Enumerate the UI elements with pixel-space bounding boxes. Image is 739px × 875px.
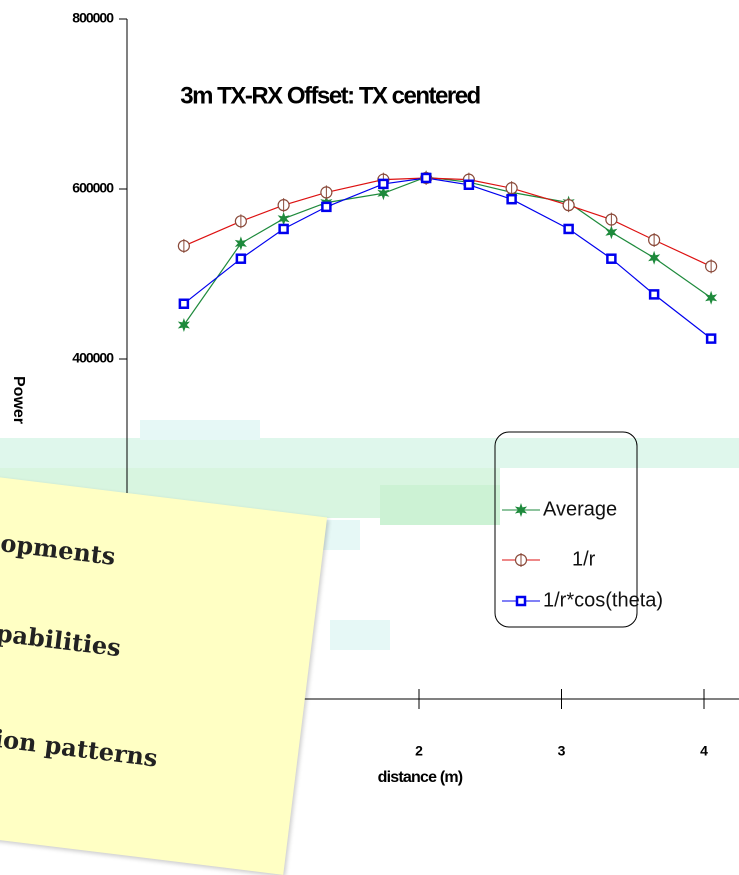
note-line: lopments <box>0 526 118 571</box>
point <box>648 250 661 265</box>
point <box>235 253 247 264</box>
point <box>562 198 575 213</box>
point <box>605 225 618 240</box>
point <box>705 259 718 274</box>
point <box>178 298 190 309</box>
point <box>320 185 333 200</box>
y-axis-label: Power <box>10 376 27 424</box>
y-tick-label: 800000 <box>72 10 114 26</box>
note: lopments apabilities ation patterns <box>0 470 328 875</box>
point <box>177 318 190 332</box>
x-tick-label: 3 <box>558 743 566 759</box>
x-axis-label: distance (m) <box>378 769 463 786</box>
note-line: apabilities <box>0 616 123 663</box>
point <box>278 223 289 235</box>
point <box>648 289 660 300</box>
point <box>420 172 432 184</box>
x-tick-label: 2 <box>415 743 423 759</box>
point <box>705 333 717 344</box>
point <box>463 179 475 190</box>
point <box>378 178 389 190</box>
legend-label: Average <box>543 498 617 520</box>
point <box>606 253 617 264</box>
point <box>177 238 190 253</box>
point <box>234 214 247 229</box>
point <box>506 193 517 205</box>
legend-marker <box>514 503 528 517</box>
legend-label: 1/r*cos(theta) <box>543 589 663 611</box>
page: 3m TX-RX Offset: TX centered distance (m… <box>0 9 739 875</box>
point <box>234 236 247 251</box>
y-tick-label: 400000 <box>72 350 114 366</box>
point <box>505 181 518 196</box>
point <box>277 198 290 213</box>
series-line <box>183 176 712 326</box>
point <box>563 223 574 235</box>
series-line <box>183 177 712 340</box>
series-line <box>183 177 712 267</box>
point <box>321 201 332 213</box>
point <box>277 211 290 226</box>
y-tick-label: 600000 <box>72 180 114 196</box>
chart-title: 3m TX-RX Offset: TX centered <box>180 82 480 109</box>
note-line: ation patterns <box>0 720 160 773</box>
point <box>705 290 718 305</box>
point <box>605 212 618 227</box>
point <box>377 186 390 201</box>
legend-box <box>494 431 638 628</box>
point <box>648 233 661 247</box>
legend-marker <box>515 595 527 607</box>
legend-label: 1/r <box>572 548 596 570</box>
x-tick-label: 4 <box>700 743 708 759</box>
legend-marker <box>514 553 528 567</box>
